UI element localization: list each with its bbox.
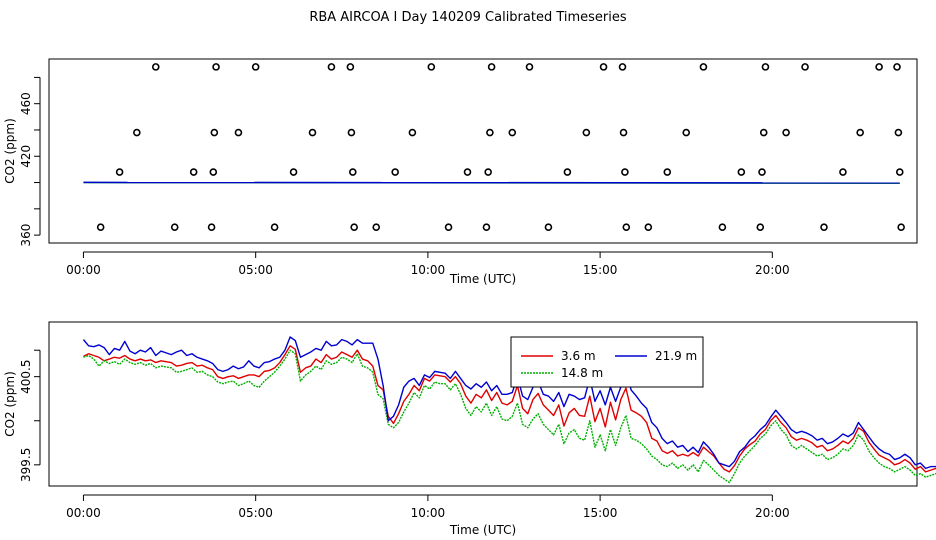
bottom-x-tick-label: 10:00 xyxy=(411,506,446,520)
data-point xyxy=(207,223,216,232)
series-line-21-9-m xyxy=(82,336,936,470)
page-title: RBA AIRCOA I Day 140209 Calibrated Times… xyxy=(309,10,627,25)
bottom-x-tick-label: 15:00 xyxy=(583,506,618,520)
data-point xyxy=(372,223,381,232)
top-y-tick-label: 460 xyxy=(19,92,33,115)
data-point xyxy=(391,168,399,176)
top-x-tick-label: 20:00 xyxy=(755,263,790,277)
data-point xyxy=(482,223,491,232)
data-point xyxy=(251,63,260,71)
data-point xyxy=(761,63,770,71)
bottom-y-tick-label: 400.5 xyxy=(19,359,33,393)
plot-frame-bottom xyxy=(48,321,918,487)
data-point xyxy=(644,223,653,232)
legend-label-14-8m: 14.8 m xyxy=(561,366,603,380)
data-point xyxy=(486,128,494,137)
top-series-line xyxy=(83,181,900,184)
data-point xyxy=(96,223,105,232)
panel-top: 00:00 05:00 10:00 15:00 20:00 360 420 460 Time… xyxy=(3,58,918,286)
top-x-tick-label: 15:00 xyxy=(583,263,618,277)
data-point xyxy=(875,63,883,71)
data-point xyxy=(663,168,672,176)
data-point xyxy=(801,63,809,71)
y-axis-label-bottom: CO2 (ppm) xyxy=(3,371,17,437)
data-point xyxy=(699,63,708,71)
legend: 3.6 m 21.9 m 14.8 m xyxy=(510,336,704,388)
data-point xyxy=(582,128,591,137)
data-point xyxy=(350,223,358,232)
data-point xyxy=(408,128,417,137)
data-point xyxy=(618,63,627,71)
top-x-tick-label: 10:00 xyxy=(411,263,446,277)
data-point xyxy=(151,63,160,71)
data-point xyxy=(737,168,746,176)
x-axis-label-bottom: Time (UTC) xyxy=(449,523,516,537)
bottom-x-tick-label: 20:00 xyxy=(755,506,790,520)
data-point xyxy=(756,223,765,232)
data-point xyxy=(346,63,355,71)
panel-bottom: 00:00 05:00 10:00 15:00 20:00 399.5 400.5 3.6… xyxy=(3,321,936,537)
data-point xyxy=(718,223,727,232)
legend-label-3-6m: 3.6 m xyxy=(561,349,596,363)
bottom-y-tick-label: 399.5 xyxy=(19,448,33,482)
data-point xyxy=(484,168,492,176)
data-point xyxy=(115,168,124,176)
plot-frame-top xyxy=(48,58,918,244)
data-point xyxy=(508,128,517,137)
data-point xyxy=(621,168,629,176)
top-y-tick-label: 420 xyxy=(19,145,33,168)
data-point xyxy=(758,168,766,176)
data-point xyxy=(170,223,179,232)
data-point xyxy=(209,168,218,176)
bottom-x-tick-label: 05:00 xyxy=(238,506,273,520)
data-point xyxy=(682,128,691,137)
data-point xyxy=(487,63,496,71)
data-point xyxy=(427,63,436,71)
data-point xyxy=(525,63,534,71)
data-point xyxy=(234,128,243,137)
data-point xyxy=(444,223,453,232)
data-point xyxy=(782,128,790,137)
legend-label-21-9m: 21.9 m xyxy=(655,349,697,363)
data-point xyxy=(622,223,631,232)
data-point xyxy=(133,128,141,137)
data-point xyxy=(839,168,847,176)
bottom-x-tick-label: 00:00 xyxy=(66,506,101,520)
data-point xyxy=(270,223,279,232)
top-y-tick-label: 360 xyxy=(19,224,33,247)
data-point xyxy=(347,128,356,137)
data-point xyxy=(820,223,828,232)
top-x-tick-label: 05:00 xyxy=(238,263,273,277)
data-point xyxy=(759,128,768,137)
data-point xyxy=(619,128,628,137)
series-line-3-6-m xyxy=(83,345,936,473)
top-x-tick-label: 00:00 xyxy=(66,263,101,277)
data-point xyxy=(563,168,572,176)
legend-box xyxy=(510,336,704,388)
data-point xyxy=(897,223,905,232)
data-point xyxy=(189,168,198,176)
y-axis-label-top: CO2 (ppm) xyxy=(3,118,17,184)
data-point xyxy=(289,168,298,176)
data-point xyxy=(599,63,608,71)
data-point xyxy=(895,168,904,176)
data-point xyxy=(212,63,220,71)
x-axis-label-top: Time (UTC) xyxy=(449,272,516,286)
data-point xyxy=(348,168,357,176)
series-line-14-8-m xyxy=(83,349,936,484)
data-point xyxy=(856,128,864,137)
data-point xyxy=(894,128,903,137)
data-point xyxy=(463,168,472,176)
data-point xyxy=(308,128,317,137)
data-point xyxy=(544,223,553,232)
data-point xyxy=(210,128,219,137)
data-point xyxy=(893,63,901,71)
data-point xyxy=(327,63,336,71)
